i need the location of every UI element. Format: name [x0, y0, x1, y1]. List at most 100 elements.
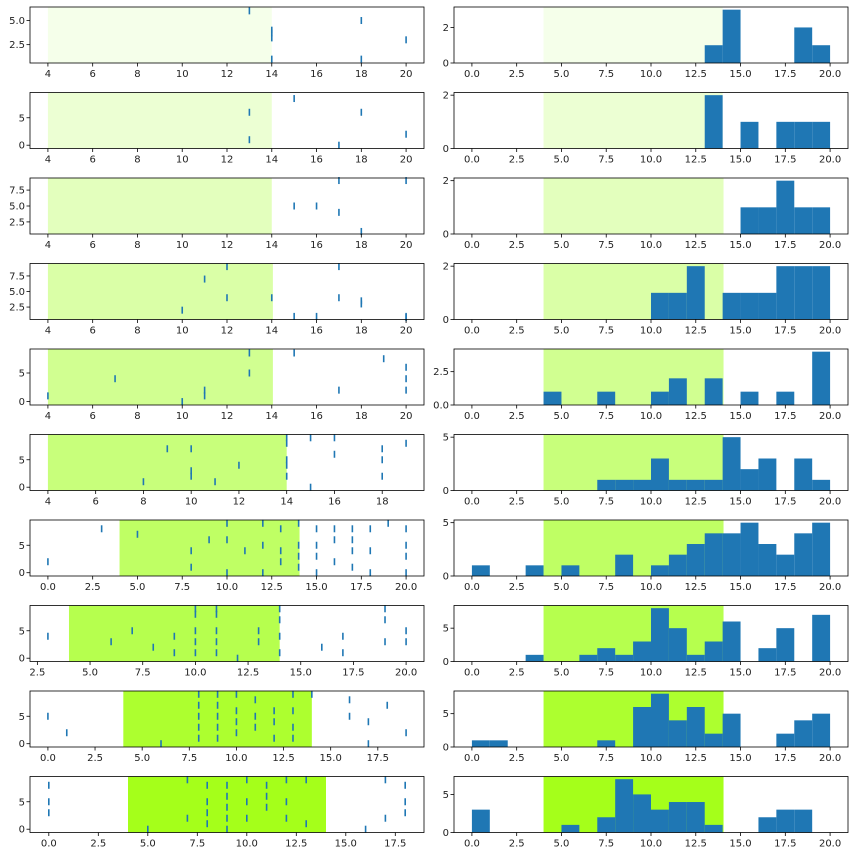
x-tick-label: 15.0: [305, 582, 327, 593]
subplot-bar-row-10: 0.0 2.5 5.0 7.5 10.0 12.5 15.0 17.5 20.0 0 5: [443, 776, 849, 850]
histogram-bar: [812, 45, 831, 63]
shaded-span: [47, 263, 273, 320]
shaded-span: [543, 178, 724, 234]
histogram-bar: [704, 95, 723, 149]
x-tick-label: 5.0: [140, 839, 156, 850]
x-tick-label: 12.5: [685, 155, 707, 166]
x-tick-label: 14: [265, 411, 278, 422]
x-tick-label: 5.0: [554, 582, 570, 593]
x-tick-label: 17.5: [774, 497, 796, 508]
x-tick-label: 2.5: [509, 668, 525, 679]
x-tick-label: 0.0: [41, 839, 57, 850]
histogram-bar: [722, 437, 741, 491]
y-tick-label: 5: [19, 626, 25, 637]
subplot-scatter-row-10: 0.0 2.5 5.0 7.5 10.0 12.5 15.0 17.5 0 5: [19, 776, 425, 850]
y-tick-label: 0: [19, 397, 25, 408]
axes-frame: [29, 690, 425, 748]
shaded-span: [543, 7, 723, 63]
subplot-bar-row-3: 0.0 2.5 5.0 7.5 10.0 12.5 15.0 17.5 20.0 0 2: [443, 176, 849, 251]
y-tick-label: 5: [19, 712, 25, 723]
y-tick-label: 5.0: [9, 287, 25, 298]
histogram-bar: [471, 809, 490, 833]
histogram-bar: [651, 565, 669, 576]
histogram-bar: [776, 121, 795, 149]
histogram-bar: [651, 458, 669, 491]
x-tick-label: 20.0: [819, 326, 841, 337]
histogram-bar: [758, 817, 777, 833]
x-tick-label: 12.5: [685, 668, 707, 679]
x-tick-label: 12.5: [237, 668, 259, 679]
histogram-bar: [686, 802, 705, 833]
x-tick-label: 18: [376, 497, 389, 508]
y-tick-label: 2.5: [433, 367, 449, 378]
subplot-bar-row-5: 0.0 2.5 5.0 7.5 10.0 12.5 15.0 17.5 20.0 0.0 2.5: [433, 348, 849, 422]
x-tick-label: 7.5: [598, 326, 614, 337]
x-tick-label: 20.0: [819, 582, 841, 593]
x-tick-label: 2.5: [509, 411, 525, 422]
histogram-bar: [794, 266, 813, 320]
x-tick-label: 17.5: [774, 753, 796, 764]
histogram-bar: [704, 45, 723, 63]
x-tick-label: 18: [355, 240, 368, 251]
x-tick-label: 0.0: [464, 411, 480, 422]
histogram-bar: [812, 522, 831, 576]
x-tick-label: 10: [176, 240, 189, 251]
y-tick-label: 5: [443, 790, 449, 801]
x-tick-label: 14: [280, 497, 293, 508]
x-tick-label: 5.0: [82, 668, 98, 679]
histogram-bar: [776, 554, 795, 576]
histogram-bar: [686, 707, 705, 747]
subplot-scatter-row-3: 4 6 8 10 12 14 16 18 20 2.5 5.0 7.5: [9, 177, 425, 251]
x-tick-label: 16: [328, 497, 341, 508]
x-tick-label: 5.0: [554, 668, 570, 679]
histogram-bar: [668, 802, 687, 833]
x-tick-label: 20: [400, 326, 413, 337]
x-tick-label: 8: [134, 155, 140, 166]
x-tick-label: 2.5: [85, 582, 101, 593]
x-tick-label: 7.5: [598, 668, 614, 679]
y-tick-label: 0: [19, 483, 25, 494]
x-tick-label: 16: [310, 155, 323, 166]
x-tick-label: 7.5: [598, 411, 614, 422]
x-tick-label: 8: [134, 240, 140, 251]
x-tick-label: 16: [310, 411, 323, 422]
histogram-bar: [668, 554, 687, 576]
x-tick-label: 0.0: [464, 155, 480, 166]
x-tick-label: 15.0: [729, 155, 751, 166]
subplot-scatter-row-6: 4 6 8 10 12 14 16 18 0 5: [19, 434, 425, 508]
histogram-bar: [651, 292, 669, 320]
subplot-bar-row-7: 0.0 2.5 5.0 7.5 10.0 12.5 15.0 17.5 20.0 0 5: [443, 518, 849, 593]
subplot-scatter-row-1: 4 6 8 10 12 14 16 18 20 2.5 5.0: [9, 6, 425, 80]
x-tick-label: 14: [265, 240, 278, 251]
y-tick-label: 0: [443, 59, 449, 70]
x-tick-label: 17.5: [774, 839, 796, 850]
x-tick-label: 16: [310, 240, 323, 251]
histogram-bar: [722, 9, 741, 63]
y-tick-label: 5: [443, 433, 449, 444]
x-tick-label: 10.0: [640, 497, 662, 508]
histogram-bar: [740, 121, 759, 149]
histogram-bar: [597, 648, 616, 662]
histogram-bar: [812, 614, 831, 662]
histogram-bar: [776, 266, 795, 320]
x-tick-label: 10: [176, 69, 189, 80]
y-tick-label: 0: [19, 739, 25, 750]
histogram-bar: [704, 641, 723, 662]
x-tick-label: 17.5: [774, 668, 796, 679]
histogram-bar: [794, 809, 813, 833]
x-tick-label: 10: [176, 155, 189, 166]
x-tick-label: 15.0: [729, 69, 751, 80]
x-tick-label: 5.0: [554, 411, 570, 422]
y-tick-label: 2: [443, 176, 449, 187]
subplot-scatter-row-9: 0.0 2.5 5.0 7.5 10.0 12.5 15.0 17.5 0 5: [19, 690, 425, 764]
x-tick-label: 20.0: [395, 668, 417, 679]
x-tick-label: 4: [45, 326, 51, 337]
x-tick-label: 17.5: [384, 839, 406, 850]
subplot-bar-row-8: 0.0 2.5 5.0 7.5 10.0 12.5 15.0 17.5 20.0 0 5: [443, 605, 849, 679]
x-tick-label: 20.0: [819, 497, 841, 508]
x-tick-label: 12.5: [685, 582, 707, 593]
axes-frame: [29, 605, 425, 662]
x-tick-label: 0.0: [464, 753, 480, 764]
x-tick-label: 6: [89, 240, 95, 251]
histogram-bar: [812, 713, 831, 747]
